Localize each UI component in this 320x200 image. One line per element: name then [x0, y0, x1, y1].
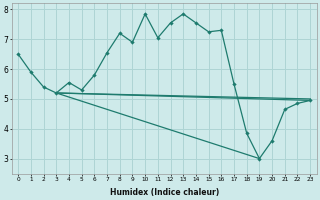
X-axis label: Humidex (Indice chaleur): Humidex (Indice chaleur) — [109, 188, 219, 197]
